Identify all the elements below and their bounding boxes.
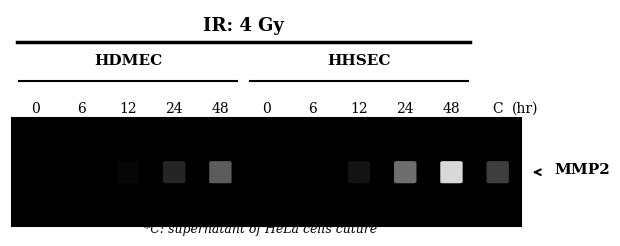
FancyBboxPatch shape bbox=[394, 161, 417, 183]
Text: IR: 4 Gy: IR: 4 Gy bbox=[203, 17, 284, 35]
Text: 12: 12 bbox=[119, 102, 137, 116]
Text: 24: 24 bbox=[396, 102, 414, 116]
FancyBboxPatch shape bbox=[348, 161, 370, 183]
Text: MMP2: MMP2 bbox=[555, 163, 611, 177]
Text: 48: 48 bbox=[443, 102, 460, 116]
Text: 6: 6 bbox=[308, 102, 317, 116]
Text: 0: 0 bbox=[31, 102, 40, 116]
Text: C: C bbox=[492, 102, 503, 116]
Text: 24: 24 bbox=[166, 102, 183, 116]
FancyBboxPatch shape bbox=[163, 161, 185, 183]
Text: (hr): (hr) bbox=[512, 102, 539, 116]
Text: *C: supernatant of HeLa cells cuture: *C: supernatant of HeLa cells cuture bbox=[144, 223, 377, 236]
FancyBboxPatch shape bbox=[487, 161, 509, 183]
Text: HDMEC: HDMEC bbox=[94, 54, 162, 68]
Text: 0: 0 bbox=[262, 102, 271, 116]
Text: 6: 6 bbox=[78, 102, 86, 116]
FancyBboxPatch shape bbox=[117, 161, 139, 183]
Text: 12: 12 bbox=[350, 102, 368, 116]
FancyBboxPatch shape bbox=[440, 161, 463, 183]
Text: 48: 48 bbox=[211, 102, 229, 116]
Text: HHSEC: HHSEC bbox=[327, 54, 391, 68]
FancyBboxPatch shape bbox=[12, 118, 521, 226]
FancyBboxPatch shape bbox=[209, 161, 232, 183]
